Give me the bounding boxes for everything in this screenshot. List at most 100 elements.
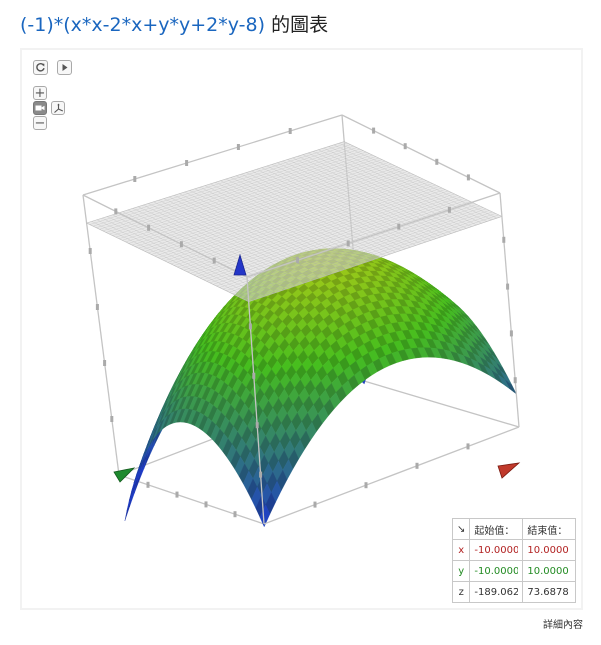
box-edge-back [363, 380, 520, 428]
z-start-input[interactable] [474, 586, 519, 598]
z-plane-gridline [328, 146, 487, 222]
z-plane-gridline [193, 190, 449, 276]
camera-button[interactable] [33, 101, 47, 115]
z-plane [85, 141, 503, 303]
page-title: (-1)*(x*x-2*x+y*y+2*y-8) 的圖表 [20, 12, 328, 38]
edge-tick [133, 176, 137, 182]
axes-toggle-button[interactable] [51, 101, 65, 115]
z-plane-gridline [93, 144, 351, 227]
z-plane-gridline [271, 164, 432, 241]
edge-tick [248, 323, 252, 330]
z-plane-gridline [251, 170, 411, 248]
edge-tick [179, 241, 183, 248]
edge-tick [146, 481, 150, 488]
details-link[interactable]: 詳細內容 [543, 620, 583, 631]
z-plane-gridline [96, 219, 259, 299]
edge-tick [212, 257, 216, 264]
range-corner-icon: ↘ [451, 518, 471, 540]
edge-tick [147, 224, 151, 231]
edge-tick [364, 482, 368, 489]
z-plane-gridline [122, 211, 285, 290]
edge-tick [397, 223, 401, 230]
edge-tick [466, 443, 470, 450]
z-plane-gridline [229, 207, 484, 293]
z-plane-gridline [235, 175, 396, 253]
z-plane-gridline [261, 167, 421, 244]
reset-view-button[interactable] [33, 60, 48, 75]
z-plane-gridline [148, 169, 405, 254]
end-header: 結束值： [522, 518, 577, 540]
z-plane-gridline [189, 190, 351, 268]
z-plane-gridline [127, 209, 290, 289]
box-edge-front [82, 194, 248, 278]
z-plane-gridline [105, 150, 364, 233]
axis-label-z: z [451, 581, 471, 603]
y-start-input[interactable] [474, 565, 519, 577]
edge-tick [259, 471, 263, 478]
edge-tick [466, 174, 470, 181]
z-plane-gridline [168, 196, 330, 275]
axis-label-y: y [451, 560, 471, 582]
x-end-input[interactable] [527, 544, 572, 556]
z-plane-gridline [187, 187, 443, 273]
box-edge-back [118, 474, 265, 525]
box-edge-front [246, 276, 265, 525]
edge-tick [435, 158, 439, 165]
z-plane-gridline [112, 153, 370, 236]
z-plane-gridline [308, 152, 467, 229]
y-end-input[interactable] [527, 565, 572, 577]
edge-tick [502, 236, 506, 243]
edge-tick [415, 462, 419, 469]
z-plane-gridline [292, 157, 452, 234]
axes-icon [53, 103, 63, 113]
z-plane-gridline [174, 195, 335, 273]
z-plane-gridline [179, 193, 340, 272]
z-plane-gridline [164, 177, 420, 262]
surface-plot[interactable] [22, 50, 581, 608]
graph-canvas[interactable]: + − ↘ 起始值： 結束值： x [22, 50, 581, 608]
edge-tick [103, 360, 107, 366]
z-end-input[interactable] [527, 586, 572, 598]
x-start-input[interactable] [474, 544, 519, 556]
range-table: ↘ 起始值： 結束值： x y z [451, 518, 577, 603]
play-button[interactable] [57, 60, 72, 75]
edge-tick [175, 491, 179, 498]
edge-tick [204, 501, 208, 508]
box-edge-front [499, 192, 520, 428]
z-plane-gridline [245, 214, 499, 301]
edge-tick [447, 206, 451, 213]
edge-tick [233, 511, 237, 518]
box-edge-back [82, 194, 120, 476]
z-plane-gridline [161, 175, 417, 260]
z-plane-gridline [132, 208, 295, 287]
edge-tick [506, 283, 510, 290]
title-suffix: 的圖表 [265, 14, 329, 36]
z-plane-gridline [167, 178, 424, 263]
z-end-cell [522, 581, 577, 603]
surface-patch [259, 504, 271, 528]
play-icon [62, 64, 68, 71]
z-plane-gridline [212, 199, 468, 285]
y-end-cell [522, 560, 577, 582]
z-plane-gridline [183, 186, 439, 271]
x-start-cell [469, 539, 524, 561]
z-plane-gridline [154, 172, 411, 257]
z-plane-gridline [135, 163, 392, 247]
function-expression-link[interactable]: (-1)*(x*x-2*x+y*y+2*y-8) [20, 14, 266, 36]
z-plane-gridline [220, 180, 381, 258]
z-plane-gridline [238, 211, 493, 298]
z-plane-gridline [153, 201, 315, 280]
z-plane-gridline [128, 160, 386, 244]
z-plane-gridline [91, 221, 254, 301]
z-plane-gridline [89, 142, 348, 225]
range-row-y: y [451, 560, 577, 582]
zoom-out-button[interactable]: − [33, 116, 47, 131]
edge-tick [88, 248, 92, 254]
z-plane-gridline [323, 147, 482, 224]
reset-icon [36, 63, 45, 72]
z-plane-gridline [242, 213, 496, 299]
zoom-in-button[interactable]: + [33, 86, 47, 101]
z-plane-gridline [158, 199, 320, 279]
z-plane-gridline [232, 208, 487, 295]
z-plane-gridline [144, 168, 402, 252]
